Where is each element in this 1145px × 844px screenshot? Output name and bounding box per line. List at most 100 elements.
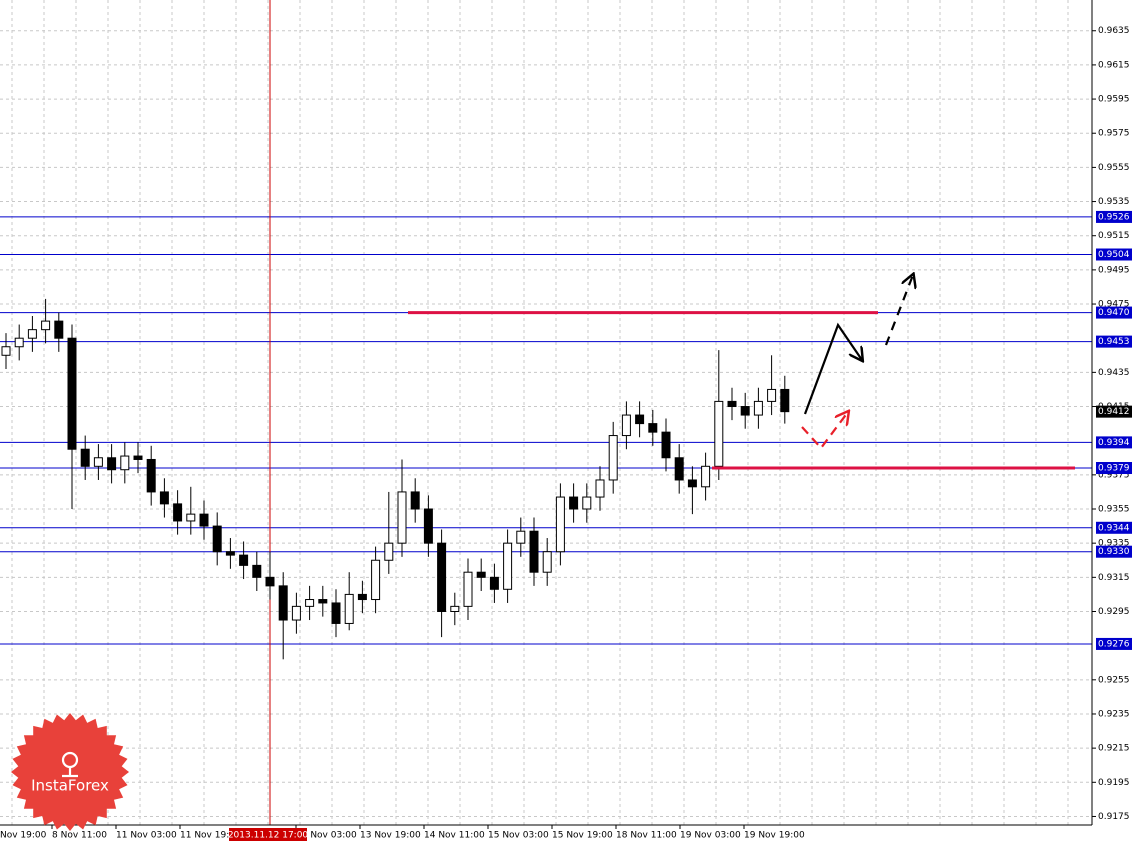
level-label-box xyxy=(1096,545,1132,558)
logo-icon xyxy=(61,751,79,778)
logo: InstaForex xyxy=(11,713,129,831)
candle-body xyxy=(621,414,631,437)
candle-body xyxy=(476,571,486,578)
candle-body xyxy=(463,571,473,607)
zones xyxy=(408,311,1075,470)
y-tick-label: 0.9295 xyxy=(1098,607,1130,617)
candle-body xyxy=(27,329,37,339)
forecast-arrow-dashed xyxy=(884,275,913,346)
candle-body xyxy=(753,400,763,416)
candle-body xyxy=(569,496,579,510)
level-label: 0.9379 xyxy=(1098,464,1130,474)
y-tick-label: 0.9555 xyxy=(1098,163,1130,173)
y-tick-label: 0.9215 xyxy=(1098,744,1130,754)
x-tick-label: 8 Nov 11:00 xyxy=(52,831,107,841)
candle-body xyxy=(423,508,433,544)
crosshair-time: 2013.11.12 17:00 xyxy=(228,831,309,841)
candle-body xyxy=(410,491,420,510)
y-tick-label: 0.9635 xyxy=(1098,26,1130,36)
candle-body xyxy=(159,491,169,505)
candle-body xyxy=(291,605,301,621)
level-label-box xyxy=(1096,637,1132,650)
candle-body xyxy=(635,414,645,425)
level-label: 0.9344 xyxy=(1098,523,1130,533)
candle-body xyxy=(146,458,156,493)
candle-body xyxy=(54,320,64,339)
candle-body xyxy=(265,576,275,587)
y-tick-label: 0.9575 xyxy=(1098,129,1130,139)
level-label: 0.9330 xyxy=(1098,547,1130,557)
x-tick-label: 18 Nov 11:00 xyxy=(616,831,677,841)
current-price-box xyxy=(1096,405,1132,418)
candle-body xyxy=(503,542,513,590)
candle-body xyxy=(780,388,790,413)
level-label-box xyxy=(1096,306,1132,319)
x-tick-label: 11 Nov 03:00 xyxy=(116,831,177,841)
level-label-box xyxy=(1096,521,1132,534)
candle-body xyxy=(437,542,447,612)
candle-body xyxy=(1,346,11,356)
candle-body xyxy=(450,605,460,612)
candles xyxy=(1,298,790,660)
candle-body xyxy=(14,337,24,348)
candle-body xyxy=(305,599,315,607)
candle-body xyxy=(371,559,381,601)
candle-body xyxy=(133,455,143,460)
level-label: 0.9276 xyxy=(1098,639,1130,649)
candle-body xyxy=(516,530,526,544)
candle-body xyxy=(608,435,618,481)
candle-body xyxy=(41,320,51,331)
candle-body xyxy=(767,388,777,402)
level-label-box xyxy=(1096,335,1132,348)
candle-body xyxy=(384,542,394,561)
x-tick-label: 15 Nov 03:00 xyxy=(488,831,549,841)
y-tick-label: 0.9335 xyxy=(1098,539,1130,549)
y-tick-label: 0.9235 xyxy=(1098,709,1130,719)
candle-body xyxy=(120,455,130,471)
y-tick-label: 0.9315 xyxy=(1098,573,1130,583)
x-tick-label: 19 Nov 03:00 xyxy=(680,831,741,841)
candle-body xyxy=(397,491,407,544)
y-tick-label: 0.9375 xyxy=(1098,470,1130,480)
candle-body xyxy=(701,465,711,488)
level-label-box xyxy=(1096,436,1132,449)
current-price-label: 0.9412 xyxy=(1098,407,1130,417)
candle-body xyxy=(529,530,539,573)
candle-body xyxy=(212,525,222,553)
candle-body xyxy=(173,503,183,522)
candle-body xyxy=(555,496,565,553)
candle-body xyxy=(199,513,209,527)
level-label: 0.9453 xyxy=(1098,337,1130,347)
candle-body xyxy=(661,431,671,459)
level-label-box xyxy=(1096,462,1132,475)
candle-body xyxy=(252,564,262,578)
x-tick-label: 19 Nov 19:00 xyxy=(744,831,805,841)
y-tick-label: 0.9435 xyxy=(1098,368,1130,378)
level-label: 0.9526 xyxy=(1098,212,1130,222)
x-tick-label: 14 Nov 11:00 xyxy=(424,831,485,841)
candle-body xyxy=(344,593,354,624)
level-label: 0.9394 xyxy=(1098,438,1130,448)
candle-body xyxy=(357,593,367,601)
candle-body xyxy=(93,457,103,467)
candle-body xyxy=(648,423,658,433)
y-tick-label: 0.9595 xyxy=(1098,95,1130,105)
level-label-box xyxy=(1096,248,1132,261)
candle-body xyxy=(80,448,90,467)
candle-body xyxy=(582,496,592,510)
candle-body xyxy=(674,457,684,481)
x-tick-label: Nov 19:00 xyxy=(0,831,47,841)
axis-labels: 0.9635 0.9615 0.9595 0.9575 0.9555 0.9535 0.95… xyxy=(0,26,1132,841)
level-label: 0.9470 xyxy=(1098,308,1130,318)
candle-body xyxy=(727,400,737,408)
candle-body xyxy=(186,513,196,522)
candle-body xyxy=(239,554,249,566)
candle-body xyxy=(740,406,750,416)
y-tick-label: 0.9355 xyxy=(1098,505,1130,515)
y-tick-label: 0.9195 xyxy=(1098,778,1130,788)
candle-body xyxy=(595,479,605,498)
y-tick-label: 0.9475 xyxy=(1098,300,1130,310)
